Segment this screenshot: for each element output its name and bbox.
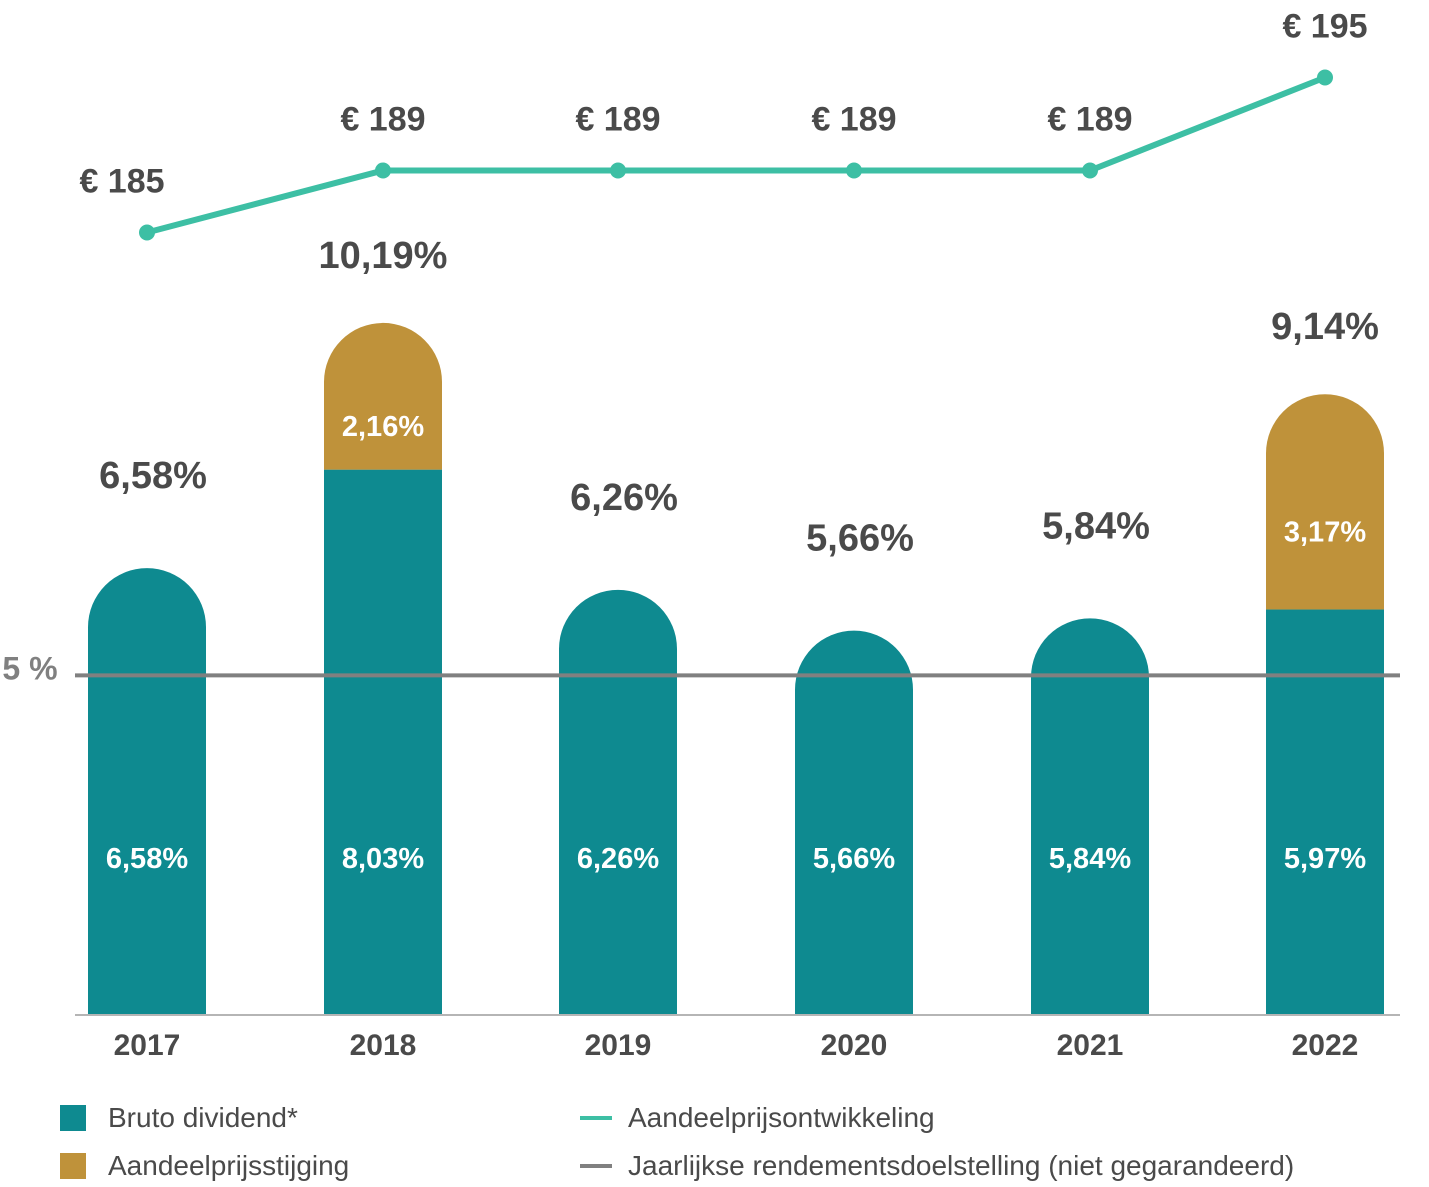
total-label-2020: 5,66% bbox=[806, 518, 914, 560]
chart: 6,58% 6,58% 2017 2,16% 10,19% 8,03% 2018 6,26% 6… bbox=[2, 8, 1400, 1062]
total-label-2017: 6,58% bbox=[99, 455, 207, 497]
bar-dividend-2021 bbox=[1031, 618, 1149, 1015]
total-label-2018: 10,19% bbox=[319, 235, 448, 277]
dividend-label-2019: 6,26% bbox=[577, 843, 659, 875]
legend-price-dev-line bbox=[580, 1116, 612, 1120]
legend-target-label: Jaarlijkse rendementsdoelstelling (niet … bbox=[628, 1150, 1295, 1181]
price-rise-label-2022: 3,17% bbox=[1284, 516, 1366, 548]
total-label-2021: 5,84% bbox=[1042, 505, 1150, 547]
bar-dividend-2019 bbox=[559, 589, 677, 1015]
x-tick-2020: 2020 bbox=[821, 1029, 888, 1062]
price-label-2021: € 189 bbox=[1047, 101, 1132, 139]
x-tick-2017: 2017 bbox=[114, 1029, 181, 1062]
legend-price-dev-label: Aandeelprijsontwikkeling bbox=[628, 1102, 935, 1133]
dividend-label-2022: 5,97% bbox=[1284, 843, 1366, 875]
total-label-2022: 9,14% bbox=[1271, 306, 1379, 348]
legend-price-rise: Aandeelprijsstijging bbox=[60, 1150, 349, 1182]
price-line bbox=[146, 74, 1327, 236]
legend-target-line bbox=[580, 1164, 612, 1168]
legend-price-rise-swatch bbox=[60, 1153, 86, 1179]
price-rise-label-2018: 2,16% bbox=[342, 411, 424, 443]
bar-dividend-2022 bbox=[1266, 609, 1384, 1015]
x-tick-2022: 2022 bbox=[1292, 1029, 1359, 1062]
legend-price-dev: Aandeelprijsontwikkeling bbox=[580, 1102, 935, 1134]
legend-dividend: Bruto dividend* bbox=[60, 1102, 298, 1134]
total-label-2019: 6,26% bbox=[570, 477, 678, 519]
x-tick-2018: 2018 bbox=[350, 1029, 417, 1062]
price-point-2021 bbox=[1082, 162, 1098, 179]
target-line-label: 5 % bbox=[2, 650, 57, 686]
dividend-label-2020: 5,66% bbox=[813, 843, 895, 875]
price-label-2020: € 189 bbox=[811, 101, 896, 139]
x-tick-2019: 2019 bbox=[585, 1029, 652, 1062]
legend-price-rise-label: Aandeelprijsstijging bbox=[108, 1150, 350, 1181]
price-point-2019 bbox=[610, 162, 626, 179]
price-label-2022: € 195 bbox=[1282, 8, 1367, 46]
dividend-label-2021: 5,84% bbox=[1049, 843, 1131, 875]
price-point-2022 bbox=[1317, 69, 1333, 86]
price-label-2017: € 185 bbox=[79, 163, 164, 201]
bar-price-rise-2022 bbox=[1266, 394, 1384, 610]
dividend-label-2018: 8,03% bbox=[342, 843, 424, 875]
legend-target: Jaarlijkse rendementsdoelstelling (niet … bbox=[580, 1150, 1294, 1182]
bar-dividend-2018 bbox=[324, 469, 442, 1016]
dividend-label-2017: 6,58% bbox=[106, 843, 188, 875]
price-label-2019: € 189 bbox=[575, 101, 660, 139]
x-tick-2021: 2021 bbox=[1057, 1029, 1124, 1062]
price-point-2020 bbox=[846, 162, 862, 179]
legend-dividend-swatch bbox=[60, 1105, 86, 1131]
legend-dividend-label: Bruto dividend* bbox=[108, 1102, 298, 1133]
bar-dividend-2020 bbox=[795, 630, 913, 1015]
bar-price-rise-2018 bbox=[324, 322, 442, 470]
price-point-2017 bbox=[139, 224, 155, 241]
price-point-2018 bbox=[375, 162, 391, 179]
price-label-2018: € 189 bbox=[340, 101, 425, 139]
bar-dividend-2017 bbox=[88, 568, 206, 1015]
